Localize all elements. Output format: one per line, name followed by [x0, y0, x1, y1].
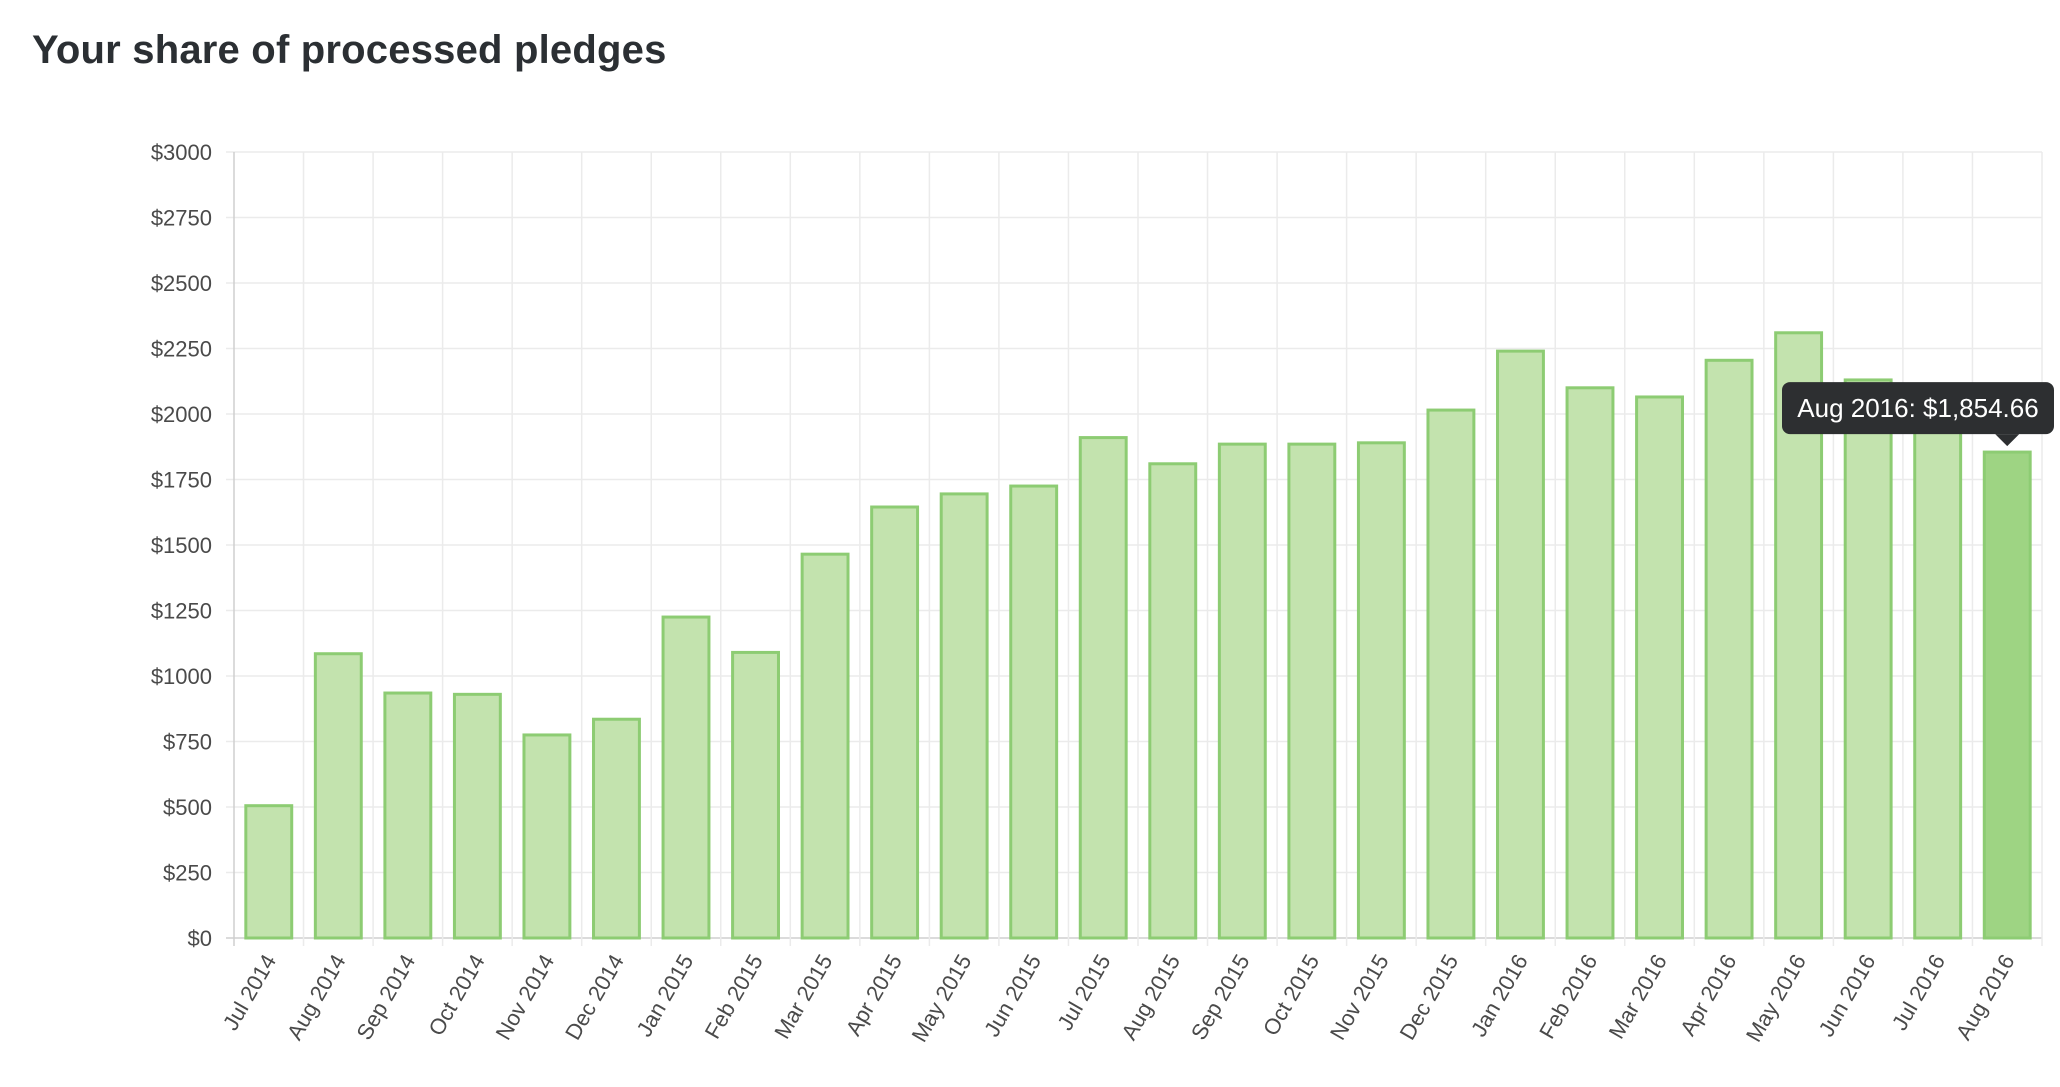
bar[interactable] — [870, 505, 920, 940]
x-tick-label: Oct 2015 — [1258, 950, 1324, 1040]
x-tick-label: Jul 2016 — [1887, 950, 1950, 1035]
x-tick-label: Apr 2015 — [841, 950, 907, 1040]
x-tick-label: Feb 2015 — [700, 950, 768, 1043]
y-tick-label: $2250 — [151, 337, 212, 362]
x-tick-label: Apr 2016 — [1675, 950, 1741, 1040]
x-tick-label: Mar 2016 — [1604, 950, 1672, 1043]
bar[interactable] — [1009, 484, 1059, 940]
tooltip-text: Aug 2016: $1,854.66 — [1797, 393, 2038, 423]
x-tick-label: Dec 2015 — [1395, 950, 1464, 1044]
bar[interactable] — [1078, 436, 1128, 940]
x-tick-label: Jan 2016 — [1466, 950, 1533, 1041]
x-tick-label: Jan 2015 — [631, 950, 698, 1041]
bar[interactable] — [1982, 450, 2032, 940]
y-tick-label: $1250 — [151, 599, 212, 624]
x-tick-label: Jul 2015 — [1052, 950, 1115, 1035]
bar[interactable] — [522, 733, 572, 940]
x-tick-label: Aug 2014 — [282, 950, 351, 1044]
bar[interactable] — [452, 692, 502, 940]
tooltip: Aug 2016: $1,854.66 — [1782, 382, 2054, 447]
bar[interactable] — [1496, 349, 1545, 940]
x-tick-label: Oct 2014 — [423, 950, 489, 1040]
x-tick-label: Mar 2015 — [769, 950, 837, 1043]
y-tick-label: $1500 — [151, 533, 212, 558]
bar[interactable] — [1356, 441, 1406, 940]
x-tick-label: Aug 2016 — [1951, 950, 2020, 1044]
bar[interactable] — [1217, 442, 1267, 940]
bar[interactable] — [1148, 462, 1198, 940]
x-tick-label: May 2016 — [1741, 950, 1811, 1046]
tooltip-arrow — [1995, 434, 2020, 447]
bar[interactable] — [731, 650, 780, 940]
y-tick-label: $1000 — [151, 664, 212, 689]
x-tick-label: Dec 2014 — [560, 950, 629, 1044]
bar[interactable] — [313, 652, 363, 940]
x-tick-label: Sep 2014 — [351, 950, 420, 1044]
y-tick-label: $250 — [163, 861, 212, 886]
bar[interactable] — [1287, 442, 1337, 940]
bar[interactable] — [939, 492, 989, 940]
bar[interactable] — [1913, 404, 1963, 940]
x-tick-label: Nov 2015 — [1325, 950, 1394, 1044]
x-tick-label: Sep 2015 — [1186, 950, 1255, 1044]
x-tick-label: Jun 2016 — [1814, 950, 1881, 1041]
page-title: Your share of processed pledges — [32, 28, 667, 72]
y-tick-label: $750 — [163, 730, 212, 755]
x-tick-label: Jun 2015 — [979, 950, 1046, 1041]
bar[interactable] — [1843, 378, 1893, 940]
tooltip-layer: Aug 2016: $1,854.66 — [1782, 382, 2054, 447]
y-tick-label: $500 — [163, 795, 212, 820]
y-tick-label: $2500 — [151, 271, 212, 296]
bar[interactable] — [244, 804, 294, 940]
x-tick-label: Jul 2014 — [218, 950, 281, 1035]
x-tick-label: Nov 2014 — [491, 950, 560, 1044]
bar[interactable] — [592, 717, 641, 940]
bar[interactable] — [383, 691, 433, 940]
y-tick-label: $0 — [188, 926, 212, 951]
bar[interactable] — [661, 615, 711, 940]
bar[interactable] — [1704, 358, 1754, 940]
x-tick-label: Aug 2015 — [1116, 950, 1185, 1044]
y-tick-label: $2000 — [151, 402, 212, 427]
bar[interactable] — [1635, 395, 1684, 940]
bar[interactable] — [1565, 386, 1615, 940]
y-tick-label: $3000 — [151, 140, 212, 165]
bar-layer — [244, 331, 2032, 940]
tooltip-box — [1782, 382, 2054, 435]
bar[interactable] — [1426, 408, 1476, 940]
bar[interactable] — [800, 552, 850, 940]
y-tick-label: $1750 — [151, 468, 212, 493]
x-tick-label: Feb 2016 — [1534, 950, 1602, 1043]
y-tick-label: $2750 — [151, 206, 212, 231]
x-tick-label: May 2015 — [907, 950, 977, 1046]
